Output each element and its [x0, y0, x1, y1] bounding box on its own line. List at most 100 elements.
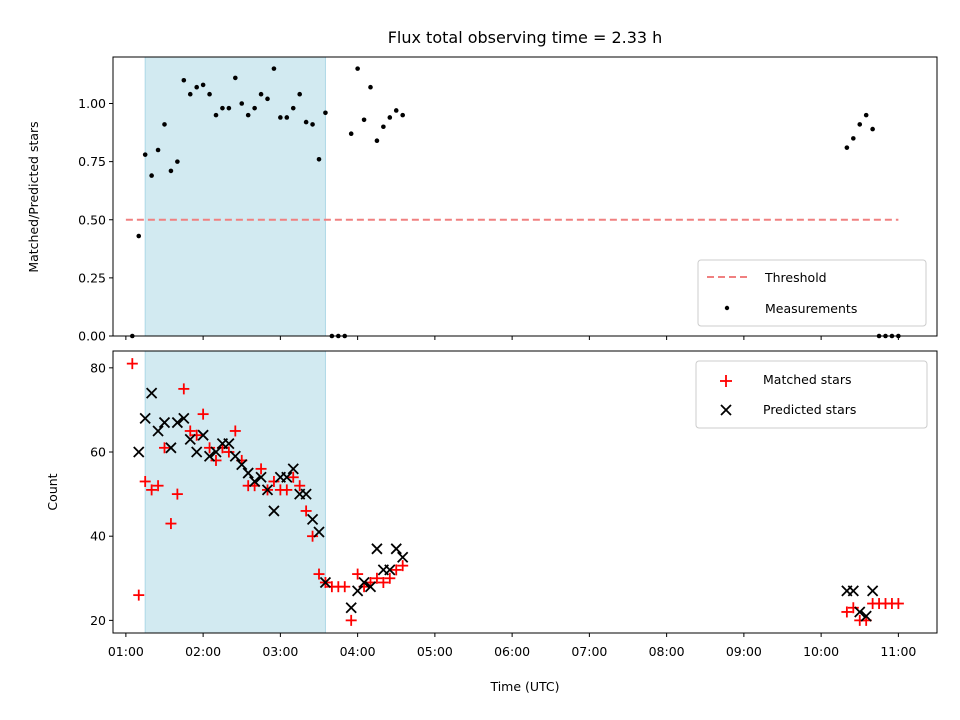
predicted-star-point — [255, 471, 267, 483]
x-tick-label: 01:00 — [108, 644, 144, 659]
matched-star-point — [313, 568, 325, 580]
matched-star-point — [841, 606, 853, 618]
measurement-point — [393, 108, 399, 113]
matched-star-point — [191, 429, 203, 441]
predicted-star-point — [229, 450, 241, 462]
matched-star-point — [126, 358, 138, 370]
matched-star-point — [390, 564, 402, 576]
predicted-star-point — [306, 513, 319, 525]
predicted-star-point — [866, 585, 879, 597]
matched-star-point — [159, 442, 170, 454]
predicted-star-point — [248, 475, 261, 488]
measurement-point — [181, 77, 187, 83]
predicted-star-point — [261, 484, 274, 496]
matched-star-point — [345, 614, 357, 626]
x-tick-label: 08:00 — [649, 644, 685, 659]
measurement-point — [200, 82, 206, 88]
matched-star-point — [892, 598, 904, 610]
top-legend-box — [697, 259, 927, 327]
x-tick-label: 05:00 — [417, 644, 453, 659]
y-tick-label: 40 — [90, 529, 106, 544]
matched-star-point — [268, 475, 280, 487]
matched-star-point — [197, 408, 209, 420]
matched-star-point — [184, 425, 196, 437]
measurement-point — [844, 145, 850, 150]
matched-star-point — [377, 576, 389, 588]
x-tick-label: 02:00 — [185, 644, 221, 659]
matched-star-point — [133, 589, 145, 601]
matched-star-point — [171, 488, 183, 500]
bottom-legend-box — [695, 360, 928, 429]
measurement-point — [155, 147, 161, 153]
y-tick-label: 20 — [90, 613, 106, 628]
predicted-star-point — [287, 463, 299, 475]
x-axis-label: Time (UTC) — [489, 679, 559, 694]
bottom-legend: Matched stars Predicted stars — [695, 360, 928, 429]
measurement-point — [175, 159, 180, 164]
y-tick-label: 1.00 — [78, 96, 106, 111]
matched-star-point — [384, 572, 396, 584]
measurement-point — [361, 117, 367, 123]
predicted-stars-points — [133, 387, 879, 622]
matched-star-point — [847, 602, 859, 614]
y-tick-label: 0.50 — [78, 212, 106, 227]
top-y-axis-label: Matched/Predicted stars — [26, 121, 41, 272]
top-x-ticks — [125, 336, 899, 340]
x-tick-label: 11:00 — [880, 644, 916, 659]
top-shaded-interval — [144, 56, 326, 337]
measurement-point — [278, 115, 283, 120]
matched-star-point — [229, 425, 241, 437]
legend-matched-label: Matched stars — [763, 372, 851, 387]
measurement-point — [290, 105, 296, 111]
predicted-star-point — [397, 551, 409, 563]
measurement-point — [239, 101, 245, 106]
bottom-y-axis-label: Count — [45, 473, 60, 510]
measurement-point — [374, 138, 380, 143]
measurement-point — [142, 152, 148, 157]
matched-star-point — [300, 505, 312, 517]
matched-star-point — [255, 463, 267, 475]
bottom-x-ticks: 01:00 02:00 03:00 04:00 05:00 06:00 07:00 08:00… — [108, 633, 916, 659]
predicted-star-point — [242, 467, 254, 479]
measurement-point — [213, 112, 219, 118]
matched-star-point — [204, 442, 216, 454]
predicted-star-point — [319, 576, 332, 589]
x-tick-label: 03:00 — [262, 644, 298, 659]
predicted-star-point — [191, 446, 203, 458]
measurement-point — [265, 96, 270, 102]
legend-threshold-label: Threshold — [764, 270, 827, 285]
matched-star-point — [287, 471, 299, 483]
measurement-point — [400, 112, 405, 118]
measurement-point — [252, 105, 257, 111]
measurement-point — [387, 115, 393, 120]
predicted-star-point — [203, 450, 216, 462]
bottom-axes-frame — [112, 350, 938, 634]
measurement-point — [226, 105, 232, 111]
matched-star-point — [339, 581, 351, 593]
predicted-star-point — [158, 416, 171, 429]
measurement-point — [303, 119, 309, 125]
measurement-point — [348, 131, 354, 137]
predicted-star-point — [390, 543, 402, 555]
legend-measurements-label: Measurements — [765, 301, 857, 316]
matched-star-point — [371, 572, 383, 584]
x-tick-label: 06:00 — [494, 644, 530, 659]
predicted-star-point — [171, 416, 184, 429]
predicted-star-point — [847, 585, 859, 597]
legend-matched-swatch — [720, 375, 732, 387]
matched-star-point — [294, 480, 306, 492]
measurement-point — [207, 91, 212, 97]
measurement-point — [863, 112, 869, 118]
measurement-point — [245, 112, 251, 118]
predicted-star-point — [223, 437, 235, 450]
matched-star-point — [352, 568, 364, 580]
matched-star-point — [210, 454, 222, 466]
measurement-point — [136, 233, 142, 239]
measurement-point — [323, 110, 328, 116]
measurement-point — [297, 91, 302, 97]
predicted-star-point — [358, 576, 370, 589]
matched-star-point — [307, 530, 319, 542]
matched-star-point — [165, 518, 177, 530]
measurement-point — [310, 122, 315, 127]
